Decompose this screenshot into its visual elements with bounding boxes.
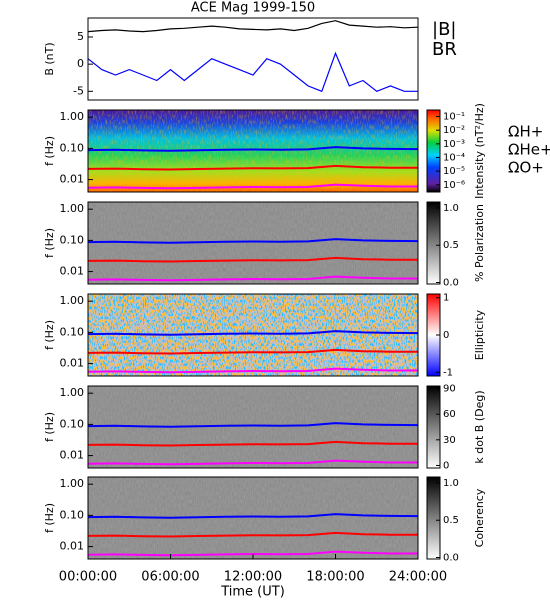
colorbar-tick-label: 0 xyxy=(443,460,449,471)
plot-frame xyxy=(87,201,419,285)
series-line xyxy=(87,330,419,336)
y-tick-label: 0.01 xyxy=(60,357,85,370)
y-axis-label: f (Hz) xyxy=(43,136,56,166)
series-line xyxy=(87,422,419,428)
legend-entry: ΩO+ xyxy=(508,159,544,177)
series-line xyxy=(87,164,418,171)
colorbar-label: % Polarization xyxy=(473,204,486,282)
colorbar-tick-label: 10⁻⁴ xyxy=(443,153,465,164)
colorbar-tick-label: 90 xyxy=(443,384,456,395)
colorbar-label: Intensity (nT²/Hz) xyxy=(473,103,486,199)
series-line xyxy=(87,513,419,519)
colorbar-tick-label: 10⁻⁵ xyxy=(443,166,465,177)
x-tick-label: 06:00:00 xyxy=(141,570,199,585)
y-tick-label: 0 xyxy=(77,57,84,70)
colorbar-tick-label: 10⁻³ xyxy=(443,139,465,150)
x-tick-label: 12:00:00 xyxy=(224,570,282,585)
legend-entry: BR xyxy=(432,39,457,60)
colorbar-tick-label: 10⁻² xyxy=(443,125,465,136)
x-tick-label: 18:00:00 xyxy=(306,570,364,585)
colorbar-tick-label: -1 xyxy=(443,367,453,378)
colorbar-tick-label: 1.0 xyxy=(443,478,459,489)
series-line xyxy=(87,51,418,93)
colorbar-tick-label: 60 xyxy=(443,409,456,420)
y-tick-label: 0.10 xyxy=(60,325,85,338)
colorbar-tick-label: 0.0 xyxy=(443,553,459,564)
series-line xyxy=(87,348,418,355)
legend-entry: ΩH+ xyxy=(508,123,543,141)
colorbar xyxy=(426,476,441,560)
y-tick-label: -5 xyxy=(73,84,84,97)
colorbar-label: Coherency xyxy=(473,488,486,547)
y-tick-label: 1.00 xyxy=(60,477,85,490)
y-tick-label: 0.01 xyxy=(60,265,85,278)
series-line xyxy=(87,531,418,538)
colorbar-tick-label: 1 xyxy=(443,293,449,304)
x-tick-label: 00:00:00 xyxy=(59,570,117,585)
colorbar-tick-label: 0.5 xyxy=(443,240,459,251)
y-tick-label: 0.01 xyxy=(60,540,85,553)
chart-title: ACE Mag 1999-150 xyxy=(191,1,315,16)
series-line xyxy=(87,459,418,466)
y-tick-label: 0.10 xyxy=(60,417,85,430)
colorbar-tick-label: 0 xyxy=(443,330,449,341)
colorbar-tick-label: 30 xyxy=(443,435,456,446)
y-axis-label: f (Hz) xyxy=(43,320,56,350)
y-tick-label: 0.01 xyxy=(60,449,85,462)
x-axis-label: Time (UT) xyxy=(220,585,285,600)
plot-frame xyxy=(87,109,419,193)
y-axis-label: B (nT) xyxy=(43,42,56,75)
series-line xyxy=(87,146,419,152)
colorbar-label: Ellipticity xyxy=(473,309,486,360)
series-line xyxy=(87,183,418,190)
legend-entry: ΩHe+ xyxy=(508,141,550,159)
y-tick-label: 1.00 xyxy=(60,386,85,399)
colorbar-tick-label: 1.0 xyxy=(443,203,459,214)
colorbar-tick-label: 10⁻⁶ xyxy=(443,180,465,191)
y-tick-label: 1.00 xyxy=(60,202,85,215)
colorbar-tick-label: 0.0 xyxy=(443,278,459,289)
plot-frame xyxy=(87,17,419,101)
series-line xyxy=(87,367,418,374)
colorbar xyxy=(426,385,441,469)
legend-entry: |B| xyxy=(432,19,456,40)
colorbar-tick-label: 10⁻¹ xyxy=(443,112,465,123)
series-line xyxy=(87,20,419,33)
y-tick-label: 1.00 xyxy=(60,294,85,307)
x-tick-label: 24:00:00 xyxy=(389,570,447,585)
series-line xyxy=(87,238,419,244)
series-line xyxy=(87,256,418,263)
colorbar-label: k dot B (Deg) xyxy=(473,390,486,463)
y-axis-label: f (Hz) xyxy=(43,412,56,442)
plot-frame xyxy=(87,293,419,377)
y-axis-label: f (Hz) xyxy=(43,228,56,258)
y-tick-label: 1.00 xyxy=(60,110,85,123)
y-axis-label: f (Hz) xyxy=(43,503,56,533)
colorbar-tick-label: 0.5 xyxy=(443,515,459,526)
y-tick-label: 0.10 xyxy=(60,141,85,154)
y-tick-label: 0.10 xyxy=(60,508,85,521)
colorbar xyxy=(426,201,441,285)
y-tick-label: 0.01 xyxy=(60,173,85,186)
plot-frame xyxy=(87,385,419,469)
colorbar xyxy=(426,109,441,193)
series-line xyxy=(87,440,418,447)
series-line xyxy=(87,275,418,282)
y-tick-label: 0.10 xyxy=(60,233,85,246)
y-tick-label: 5 xyxy=(77,30,84,43)
